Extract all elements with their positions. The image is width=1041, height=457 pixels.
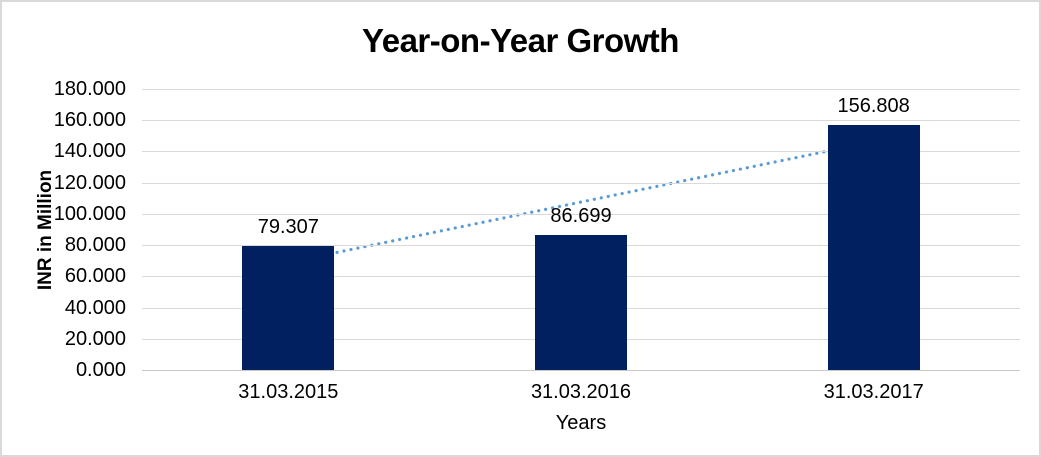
gridline — [142, 214, 1020, 215]
y-tick-label: 160.000 — [53, 109, 126, 131]
y-tick-label: 0.000 — [75, 359, 126, 381]
y-tick-label: 100.000 — [53, 203, 126, 225]
bar-value-label: 86.699 — [550, 205, 612, 227]
gridline — [142, 89, 1020, 90]
gridline — [142, 151, 1020, 152]
x-tick-label: 31.03.2016 — [530, 381, 632, 403]
bar-value-label: 156.808 — [837, 95, 910, 117]
gridline — [142, 183, 1020, 184]
y-tick-label: 60.000 — [64, 265, 126, 287]
gridline — [142, 120, 1020, 121]
y-tick-label: 80.000 — [64, 234, 126, 256]
bar — [535, 235, 627, 370]
bar — [828, 125, 920, 370]
y-tick-label: 20.000 — [64, 328, 126, 350]
x-axis-line — [142, 370, 1020, 371]
x-tick-label: 31.03.2017 — [823, 381, 924, 403]
x-tick-label: 31.03.2015 — [238, 381, 339, 403]
y-tick-label: 140.000 — [53, 140, 126, 162]
bar-value-label: 79.307 — [257, 216, 319, 238]
y-tick-label: 40.000 — [64, 297, 126, 319]
x-axis-title: Years — [555, 412, 607, 434]
y-tick-label: 120.000 — [53, 172, 126, 194]
y-tick-label: 180.000 — [53, 78, 126, 100]
bar — [242, 246, 334, 370]
chart-title: Year-on-Year Growth — [362, 22, 679, 59]
